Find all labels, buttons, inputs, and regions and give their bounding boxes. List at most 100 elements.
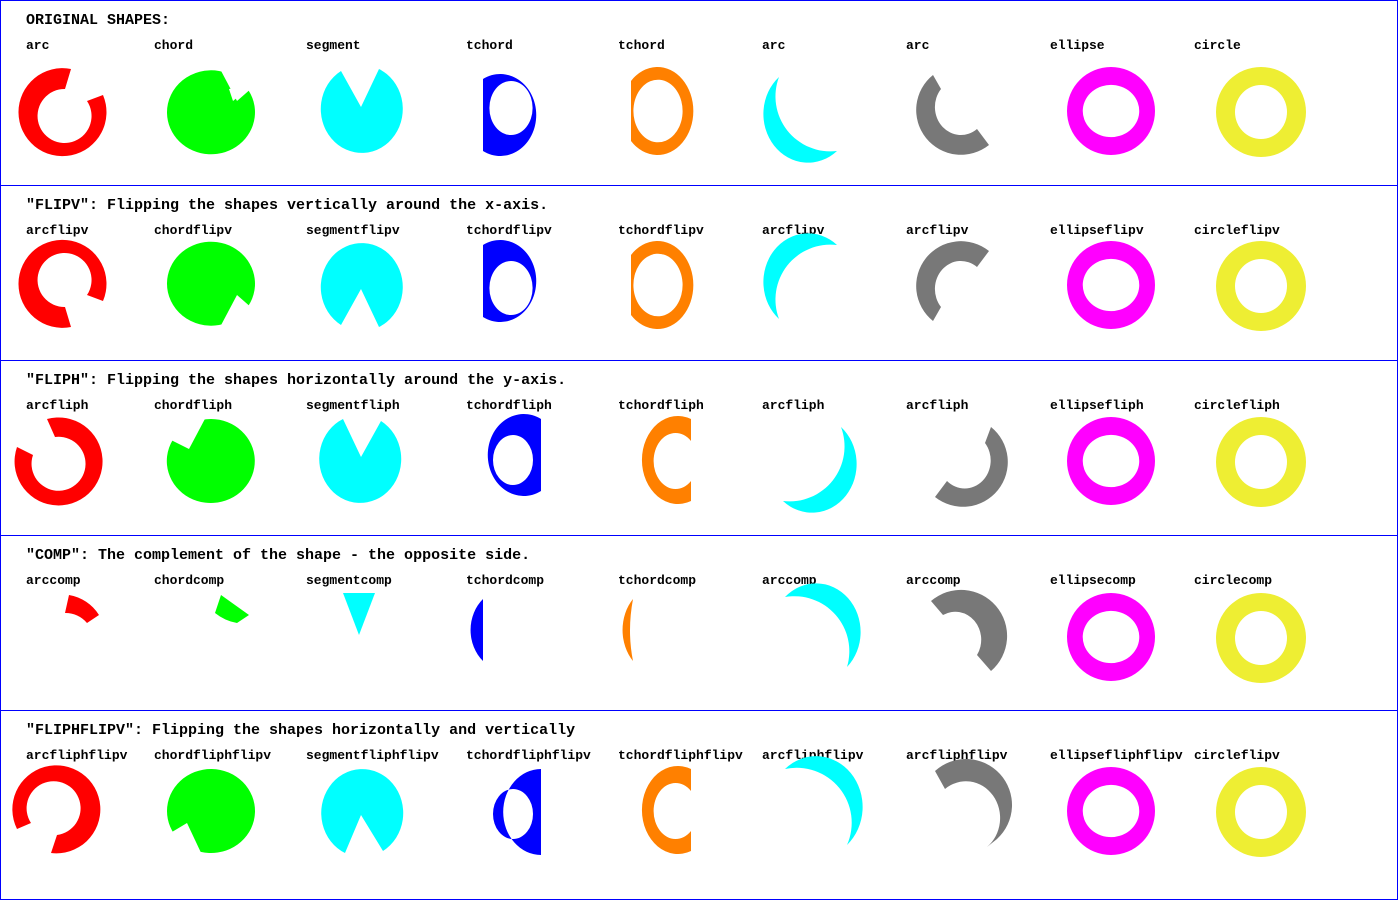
panel-original: ORIGINAL SHAPES: arc chord segment tchor… (0, 0, 1398, 186)
ellipse-shape (1067, 417, 1155, 505)
shape-label: tchordcomp (618, 573, 697, 588)
panel-flipv: "FLIPV": Flipping the shapes vertically … (0, 185, 1398, 361)
circle-shape (1216, 67, 1306, 157)
ellipse-shape (1067, 241, 1155, 329)
tchord-shape (470, 599, 483, 661)
shape-label: arcfliph (762, 398, 825, 413)
shape-label: tchordfliph (618, 398, 704, 413)
chord-notch (169, 415, 207, 449)
tchord-shape (493, 769, 541, 856)
panel-fliphflipv: "FLIPHFLIPV": Flipping the shapes horizo… (0, 710, 1398, 900)
shapes-fliphflipv (12, 756, 1306, 861)
arc-shape (65, 595, 99, 623)
shape-label: chordfliph (154, 398, 233, 413)
shape-label: circlefliph (1194, 398, 1280, 413)
arc-shape (18, 68, 107, 157)
shape-label: arc (762, 38, 786, 53)
chord-shape (166, 70, 255, 155)
tchord-shape (641, 765, 691, 854)
segment-shape (320, 69, 403, 153)
shape-label: segmentfliphflipv (306, 748, 439, 763)
panel-comp: "COMP": The complement of the shape - th… (0, 535, 1398, 711)
ellipse-shape (1067, 67, 1155, 155)
segment-shape (320, 243, 403, 327)
shape-label: tchordfliph (466, 398, 552, 413)
shapes-fliph (14, 413, 1306, 513)
shape-label: tchord (618, 38, 665, 53)
ellipse-shape (1067, 593, 1155, 681)
shape-label: segmentfliph (306, 398, 400, 413)
shape-label: tchord (466, 38, 513, 53)
circle-shape (1216, 241, 1306, 331)
shape-label: segment (306, 38, 361, 53)
segment-shape (321, 769, 404, 853)
arc-shape (763, 77, 837, 163)
arc-shape (12, 765, 101, 854)
shapes-comp (65, 583, 1306, 683)
tchord-shape (641, 416, 691, 505)
shape-label: chord (154, 38, 194, 53)
tchord-shape (631, 67, 694, 155)
arc-shape (916, 241, 989, 321)
chord-notch (219, 61, 253, 101)
panel-title: "FLIPV": Flipping the shapes vertically … (26, 197, 549, 214)
shape-label: chordfliphflipv (154, 748, 272, 763)
shape-label: arccomp (906, 573, 961, 588)
shape-label: arcfliphflipv (906, 748, 1008, 763)
tchord-shape (631, 241, 694, 329)
arc-shape (785, 756, 863, 845)
shape-label: arc (906, 38, 930, 53)
arc-shape (935, 758, 1013, 847)
shape-label: tchordfliphflipv (466, 748, 591, 763)
arc-shape (785, 583, 861, 667)
shape-label: arc (26, 38, 50, 53)
chord-shape (215, 595, 249, 623)
panel-title: "COMP": The complement of the shape - th… (26, 547, 531, 564)
shape-label: ellipsefliph (1050, 398, 1144, 413)
shape-label: tchordflipv (618, 223, 704, 238)
tchord-shape (483, 74, 537, 156)
shape-label: circlecomp (1194, 573, 1273, 588)
circle-shape (1216, 417, 1306, 507)
shape-label: ellipsecomp (1050, 573, 1136, 588)
shape-label: tchordcomp (466, 573, 545, 588)
arc-shape (783, 427, 857, 513)
circle-shape (1216, 593, 1306, 683)
chord-notch (219, 295, 253, 335)
shape-label: ellipse (1050, 38, 1105, 53)
panel-fliph: "FLIPH": Flipping the shapes horizontall… (0, 360, 1398, 536)
shape-label: arcfliph (906, 398, 969, 413)
shape-label: arcflipv (26, 223, 89, 238)
segment-shape (343, 593, 375, 635)
shape-label: segmentflipv (306, 223, 400, 238)
shape-label: arcfliphflipv (26, 748, 128, 763)
shape-label: arcfliphflipv (762, 748, 864, 763)
circle-shape (1216, 767, 1306, 857)
arc-shape (763, 233, 837, 319)
shape-label: segmentcomp (306, 573, 392, 588)
shape-label: ellipseflipv (1050, 223, 1144, 238)
shape-label: arccomp (762, 573, 817, 588)
shape-label: arcfliph (26, 398, 89, 413)
arc-shape (18, 239, 107, 328)
arc-shape (14, 417, 103, 506)
shapes-original (18, 61, 1306, 163)
shape-label: circleflipv (1194, 223, 1280, 238)
shape-label: ellipsefliphflipv (1050, 748, 1183, 763)
arc-shape (916, 75, 989, 155)
panel-title: ORIGINAL SHAPES: (26, 12, 171, 29)
arc-shape (931, 589, 1008, 671)
shape-label: circleflipv (1194, 748, 1280, 763)
shape-label: circle (1194, 38, 1241, 53)
segment-shape (319, 419, 402, 503)
panel-title: "FLIPH": Flipping the shapes horizontall… (26, 372, 567, 389)
panel-title: "FLIPHFLIPV": Flipping the shapes horizo… (26, 722, 576, 739)
chord-notch (167, 823, 203, 861)
shape-label: tchordfliphflipv (618, 748, 743, 763)
arc-shape (935, 427, 1008, 507)
tchord-shape (622, 599, 633, 661)
ellipse-shape (1067, 767, 1155, 855)
shapes-flipv (18, 233, 1306, 335)
shape-label: tchordflipv (466, 223, 552, 238)
shape-label: chordcomp (154, 573, 225, 588)
